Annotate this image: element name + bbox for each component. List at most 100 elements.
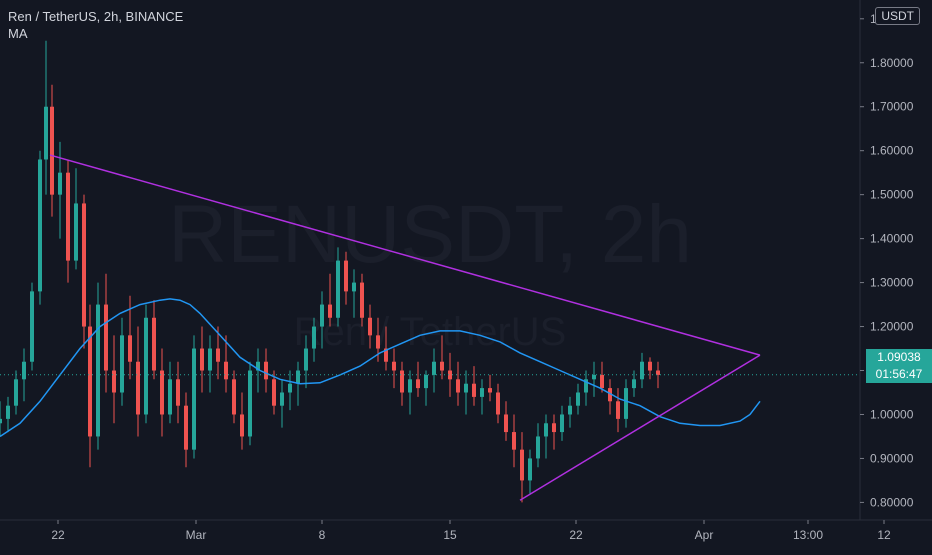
y-tick-label: 1.50000: [870, 188, 914, 202]
candle: [656, 361, 660, 389]
trendline-support[interactable]: [519, 354, 761, 501]
candle-body: [544, 423, 548, 437]
candle-body: [320, 304, 324, 327]
price-scale[interactable]: [860, 0, 932, 550]
candle-body: [368, 317, 372, 336]
candle-body: [272, 379, 276, 406]
candle-body: [560, 414, 564, 433]
candle-body: [176, 379, 180, 406]
candle: [0, 401, 2, 437]
candle-body: [44, 106, 48, 160]
candle-body: [432, 361, 436, 375]
candle: [424, 370, 428, 406]
x-tick-label: Mar: [186, 528, 207, 542]
chart-legend: Ren / TetherUS, 2h, BINANCE MA: [8, 8, 183, 42]
candle-body: [656, 370, 660, 375]
x-tick-label: 13:00: [793, 528, 823, 542]
candle: [240, 392, 244, 450]
symbol-info: Ren / TetherUS, 2h, BINANCE: [8, 9, 184, 24]
candle: [600, 361, 604, 393]
candle: [640, 352, 644, 389]
candle: [30, 282, 34, 371]
candle-body: [256, 361, 260, 371]
candle: [536, 423, 540, 468]
candle-body: [592, 374, 596, 380]
candle-body: [312, 326, 316, 349]
candle-body: [14, 379, 18, 406]
candle-body: [328, 304, 332, 318]
candle-body: [616, 401, 620, 419]
candle: [344, 251, 348, 305]
candle-body: [456, 379, 460, 393]
candle: [160, 348, 164, 437]
currency-selector[interactable]: USDT: [875, 7, 920, 25]
candle: [416, 361, 420, 397]
y-tick-label: 1.60000: [870, 144, 914, 158]
last-price-label: 1.09038: [866, 349, 932, 366]
candle-body: [352, 282, 356, 292]
candle: [200, 326, 204, 393]
candle: [392, 348, 396, 389]
indicator-ma-label[interactable]: MA: [8, 26, 28, 41]
candle: [312, 317, 316, 362]
candle-body: [240, 414, 244, 437]
candle: [136, 326, 140, 437]
candle-body: [200, 348, 204, 371]
candle: [264, 348, 268, 393]
candle-body: [400, 370, 404, 393]
candle-body: [608, 388, 612, 402]
candle: [496, 383, 500, 424]
candle: [176, 361, 180, 424]
candle: [192, 335, 196, 459]
candle-body: [160, 370, 164, 415]
candle: [592, 361, 596, 397]
candle: [648, 357, 652, 380]
candle: [104, 273, 108, 393]
candle-body: [528, 458, 532, 481]
candle-body: [74, 203, 78, 261]
candle: [224, 335, 228, 393]
candle: [448, 352, 452, 397]
candle-body: [50, 106, 54, 195]
candle: [280, 379, 284, 428]
candle-body: [408, 379, 412, 393]
candle-body: [66, 172, 70, 261]
candle-body: [22, 361, 26, 380]
y-tick-label: 1.40000: [870, 232, 914, 246]
candle-body: [82, 203, 86, 327]
candle: [152, 300, 156, 380]
candle-body: [58, 172, 62, 195]
candle: [14, 370, 18, 415]
candle-body: [264, 361, 268, 380]
candle: [336, 247, 340, 327]
candle-body: [192, 348, 196, 450]
candle-body: [472, 383, 476, 397]
candle-body: [344, 260, 348, 292]
x-tick-label: 8: [319, 528, 326, 542]
candle: [248, 361, 252, 446]
candle-body: [504, 414, 508, 433]
candle: [384, 326, 388, 371]
candle: [50, 84, 54, 217]
candle: [120, 317, 124, 406]
candle: [74, 168, 78, 270]
x-tick-label: Apr: [695, 528, 714, 542]
candle-body: [480, 388, 484, 397]
candle: [112, 335, 116, 424]
candle-body: [304, 348, 308, 371]
trendline-resistance[interactable]: [49, 154, 761, 356]
candle-body: [464, 383, 468, 393]
candle-body: [496, 392, 500, 415]
candle-body: [536, 436, 540, 459]
candle-body: [424, 374, 428, 389]
candle: [560, 405, 564, 441]
candle-body: [38, 159, 42, 292]
candle-body: [168, 379, 172, 415]
candle: [440, 335, 444, 380]
candle-body: [144, 317, 148, 415]
candle-body: [112, 370, 116, 393]
candle-body: [440, 361, 444, 371]
candle-body: [104, 304, 108, 371]
